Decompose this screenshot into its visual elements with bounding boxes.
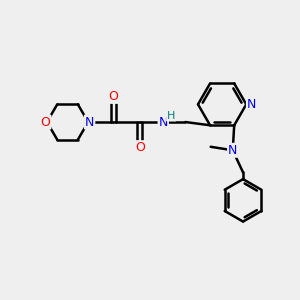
Text: N: N xyxy=(159,116,168,128)
Text: N: N xyxy=(85,116,94,128)
Text: H: H xyxy=(167,110,176,121)
Text: O: O xyxy=(135,141,145,154)
Text: N: N xyxy=(247,98,256,111)
Text: O: O xyxy=(108,90,118,103)
Text: O: O xyxy=(40,116,50,128)
Text: N: N xyxy=(228,144,237,157)
